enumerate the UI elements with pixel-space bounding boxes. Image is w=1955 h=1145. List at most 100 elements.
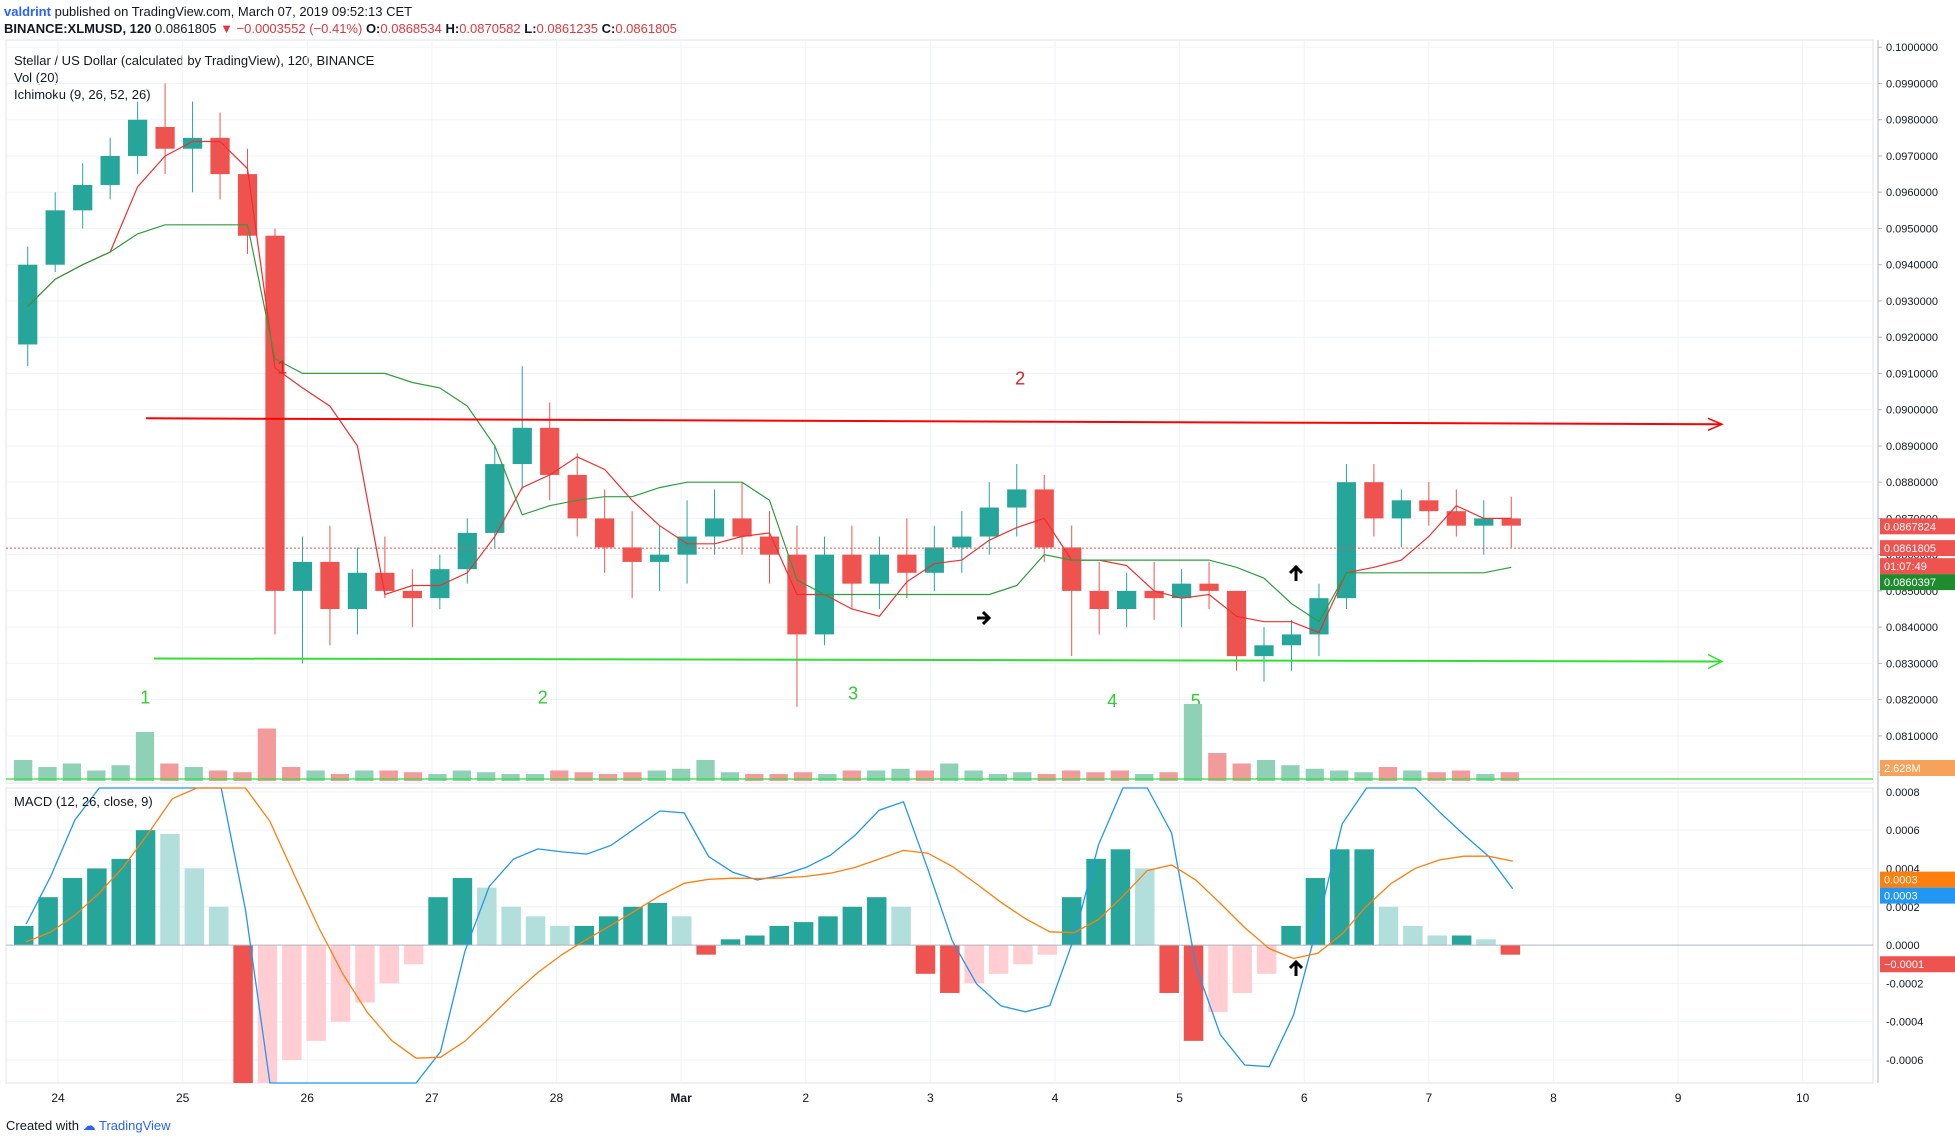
- volume-bar: [1110, 770, 1129, 781]
- macd-histogram-bar: [866, 897, 887, 946]
- macd-axis-label: [1880, 887, 1955, 904]
- macd-histogram-bar: [38, 897, 58, 946]
- macd-histogram-bar: [1135, 868, 1155, 946]
- volume-bar: [745, 774, 764, 781]
- macd-histogram-bar: [160, 833, 180, 946]
- header: valdrint published on TradingView.com, M…: [4, 3, 677, 37]
- candle-body: [457, 532, 477, 570]
- y-tick-label: 0.0810000: [1886, 731, 1938, 743]
- published-text: published on TradingView.com, March 07, …: [54, 4, 413, 19]
- support-line: [153, 657, 1721, 663]
- brand-name[interactable]: TradingView: [99, 1118, 171, 1133]
- y-tick-label: 0.0980000: [1886, 115, 1938, 127]
- volume-bar: [111, 765, 130, 781]
- macd-histogram-bar: [915, 945, 936, 974]
- macd-axis-label-text: 0.0003: [1884, 875, 1918, 887]
- candle-body: [292, 561, 313, 591]
- volume-bar: [1013, 772, 1032, 781]
- volume-bar: [379, 770, 398, 781]
- candle-body: [210, 137, 230, 175]
- macd-histogram-bar: [501, 906, 521, 946]
- macd-histogram-bar: [525, 916, 546, 946]
- macd-histogram-bar: [14, 925, 34, 946]
- macd-histogram-bar: [1476, 939, 1496, 946]
- volume-bar: [1061, 770, 1081, 781]
- x-tick-label: 24: [51, 1091, 65, 1105]
- arrow-up-icon: [1288, 564, 1304, 581]
- candle-body: [1474, 518, 1494, 526]
- price-axis-label-text: 0.0860397: [1884, 577, 1936, 589]
- macd-tick-label: 0.0002: [1886, 902, 1920, 914]
- candle-body: [430, 569, 450, 599]
- resistance-arrowhead: [1707, 417, 1724, 431]
- candle-body: [45, 210, 65, 265]
- candle-body: [979, 507, 999, 537]
- publisher-line: valdrint published on TradingView.com, M…: [4, 3, 677, 20]
- y-tick-label: 0.0900000: [1886, 405, 1938, 417]
- volume-bar: [1086, 772, 1105, 781]
- macd-histogram-bar: [696, 945, 716, 955]
- macd-histogram-bar: [964, 945, 984, 984]
- x-tick-label: Mar: [670, 1091, 692, 1105]
- macd-histogram-bar: [1208, 945, 1228, 1013]
- candle-body: [402, 590, 422, 599]
- macd-histogram-bar: [208, 906, 229, 946]
- candle-body: [1336, 482, 1357, 599]
- macd-histogram-bar: [842, 906, 863, 946]
- price-chart[interactable]: 24 25 26 27 28 Mar 2 3 4 5 6 7 8 9 100.10000000.099000…: [0, 0, 1955, 1110]
- macd-tick-label: 0.0006: [1886, 825, 1920, 837]
- macd-axis-label: [1880, 956, 1955, 973]
- candle-body: [182, 137, 203, 149]
- volume-bar: [501, 774, 520, 781]
- macd-histogram-bar: [379, 945, 400, 984]
- touch-annotation: 1: [277, 357, 287, 377]
- volume-bar: [696, 760, 715, 781]
- y-tick-label: 0.0960000: [1886, 187, 1938, 199]
- volume-axis-label-text: 2.628M: [1884, 763, 1921, 775]
- macd-histogram-bar: [1013, 945, 1033, 965]
- macd-histogram-bar: [1330, 849, 1350, 946]
- candle-body: [1501, 518, 1521, 526]
- candle-body: [1419, 500, 1439, 512]
- candle-body: [265, 235, 285, 591]
- ohlc-line: BINANCE:XLMUSD, 120 0.0861805 ▼ −0.00035…: [4, 20, 677, 37]
- macd-histogram-bar: [87, 868, 107, 946]
- volume-bar: [1037, 774, 1056, 781]
- candle-body: [622, 547, 642, 562]
- candle-body: [897, 554, 917, 573]
- volume-bar: [38, 767, 57, 781]
- macd-histogram-bar: [1256, 945, 1277, 974]
- volume-bar: [915, 770, 935, 781]
- volume-bar: [672, 768, 691, 781]
- volume-bar: [842, 770, 861, 781]
- publisher[interactable]: valdrint: [4, 4, 51, 19]
- volume-bar: [550, 770, 569, 781]
- high-label: H:: [445, 21, 460, 36]
- price-axis-label: [1880, 574, 1955, 591]
- x-tick-label: 2: [802, 1091, 809, 1105]
- x-tick-label: 3: [927, 1091, 934, 1105]
- macd-histogram-bar: [355, 945, 375, 1003]
- x-tick-label: 26: [301, 1091, 315, 1105]
- macd-histogram-bar: [1500, 945, 1521, 955]
- volume-bar: [282, 767, 301, 781]
- volume-bar: [769, 774, 788, 781]
- x-tick-label: 10: [1796, 1091, 1810, 1105]
- candle-body: [952, 536, 972, 548]
- macd-histogram-bar: [428, 897, 448, 946]
- macd-histogram-bar: [477, 887, 497, 946]
- macd-histogram-bar: [745, 935, 765, 946]
- macd-histogram-bar: [233, 945, 253, 1083]
- candle-body: [1144, 590, 1164, 599]
- macd-histogram-bar: [550, 925, 570, 946]
- macd-histogram-bar: [988, 945, 1009, 974]
- macd-tick-label: 0.0000: [1886, 940, 1920, 952]
- volume-bar: [160, 763, 179, 781]
- volume-bar: [988, 774, 1008, 781]
- macd-histogram-bar: [1403, 925, 1423, 946]
- y-tick-label: 0.0950000: [1886, 223, 1938, 235]
- volume-bar: [623, 772, 642, 781]
- open-value: 0.0868534: [380, 21, 442, 36]
- ichimoku-legend: Ichimoku (9, 26, 52, 26): [14, 87, 151, 102]
- volume-bar: [1451, 770, 1471, 781]
